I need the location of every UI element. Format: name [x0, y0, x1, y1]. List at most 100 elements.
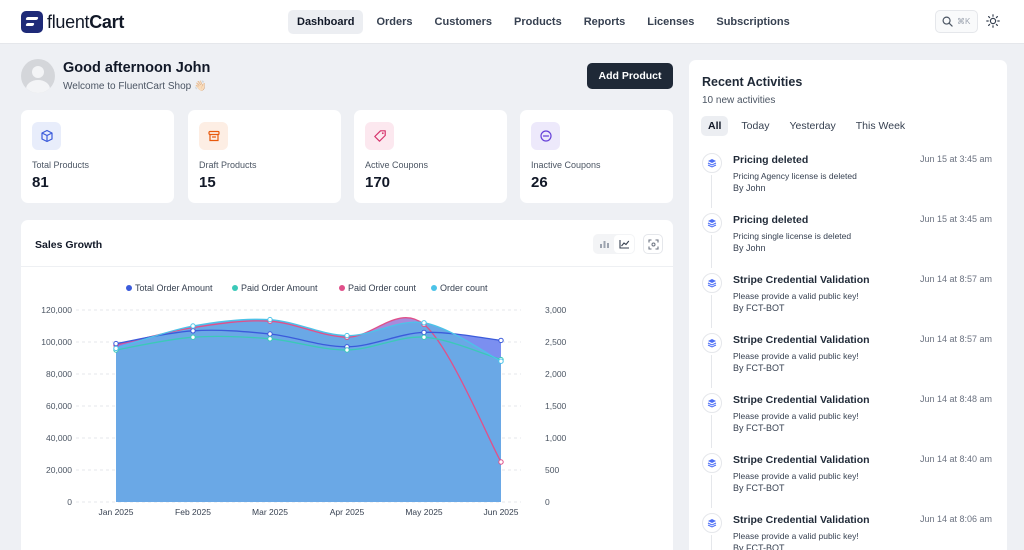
activity-title: Pricing deleted [733, 214, 809, 226]
main-nav: Dashboard Orders Customers Products Repo… [288, 10, 799, 34]
activity-item[interactable]: Stripe Credential Validation Jun 14 at 8:… [689, 271, 1007, 331]
data-point [267, 316, 273, 323]
y-right-tick-label: 1,000 [545, 433, 567, 443]
activity-description: Please provide a valid public key! [733, 471, 859, 481]
activity-item[interactable]: Stripe Credential Validation Jun 14 at 8:… [689, 331, 1007, 391]
activity-author: By John [733, 183, 766, 193]
data-point [190, 323, 196, 329]
nav-licenses[interactable]: Licenses [647, 16, 695, 28]
legend-label: Paid Order count [348, 283, 417, 293]
stat-label: Inactive Coupons [531, 160, 601, 170]
activity-description: Please provide a valid public key! [733, 531, 859, 541]
activity-time: Jun 14 at 8:57 am [919, 334, 992, 344]
chart-tools [593, 234, 663, 254]
x-tick-label: May 2025 [405, 507, 443, 517]
y-left-tick-label: 60,000 [46, 401, 72, 411]
line-chart-icon[interactable] [614, 235, 634, 253]
legend-swatch [232, 285, 238, 291]
timeline-connector [711, 175, 712, 208]
activity-author: By FCT-BOT [733, 483, 785, 493]
timeline-connector [711, 535, 712, 550]
tab-today[interactable]: Today [741, 120, 770, 132]
data-point [344, 347, 350, 353]
legend-swatch [126, 285, 132, 291]
activity-author: By John [733, 243, 766, 253]
data-point [421, 334, 427, 340]
stat-value: 81 [32, 174, 49, 191]
data-point [498, 358, 504, 364]
box-icon [32, 122, 61, 150]
activity-author: By FCT-BOT [733, 363, 785, 373]
nav-orders[interactable]: Orders [376, 16, 413, 28]
stat-card-active-coupons[interactable]: Active Coupons 170 [354, 110, 507, 203]
nav-customers[interactable]: Customers [434, 16, 493, 28]
sales-growth-card: Sales Growth 0 20,000 40,000 60,000 80,000 10… [21, 220, 673, 550]
brand-name: fluentCart [47, 11, 125, 32]
activity-description: Pricing single license is deleted [733, 231, 852, 241]
brand-logo[interactable]: fluentCart [21, 11, 124, 33]
legend-swatch [431, 285, 437, 291]
data-point [498, 337, 504, 344]
data-point [190, 328, 196, 334]
search-button[interactable]: ⌘K [935, 10, 978, 33]
legend-label: Total Order Amount [135, 283, 213, 293]
data-point [267, 336, 273, 342]
sun-icon[interactable] [986, 14, 1000, 28]
series-line [115, 318, 502, 362]
tag-icon [365, 122, 394, 150]
stack-icon [702, 273, 722, 293]
data-point [421, 320, 427, 326]
y-right-tick-label: 2,500 [545, 337, 567, 347]
tab-yesterday[interactable]: Yesterday [789, 120, 836, 132]
tab-all[interactable]: All [701, 116, 729, 136]
y-left-tick-label: 120,000 [41, 305, 72, 315]
activity-item[interactable]: Stripe Credential Validation Jun 14 at 8:… [689, 391, 1007, 451]
add-product-button[interactable]: Add Product [587, 63, 673, 89]
activity-item[interactable]: Stripe Credential Validation Jun 14 at 8:… [689, 511, 1007, 550]
activity-time: Jun 14 at 8:57 am [919, 274, 992, 284]
series-line [115, 329, 502, 348]
data-point [498, 459, 504, 465]
activity-title: Stripe Credential Validation [733, 334, 870, 346]
x-tick-label: Jun 2025 [484, 507, 519, 517]
search-icon [942, 16, 953, 27]
recent-activities-card: Recent Activities 10 new activities All … [689, 60, 1007, 550]
timeline-connector [711, 475, 712, 508]
x-tick-label: Jan 2025 [99, 507, 134, 517]
data-point [421, 329, 427, 336]
expand-icon[interactable] [643, 234, 663, 254]
activity-item[interactable]: Stripe Credential Validation Jun 14 at 8:… [689, 451, 1007, 511]
stat-card-draft-products[interactable]: Draft Products 15 [188, 110, 341, 203]
activity-description: Please provide a valid public key! [733, 291, 859, 301]
timeline-connector [711, 355, 712, 388]
nav-dashboard[interactable]: Dashboard [288, 10, 364, 34]
x-tick-label: Feb 2025 [175, 507, 211, 517]
activity-item[interactable]: Pricing deleted Jun 15 at 3:45 am Pricing … [689, 211, 1007, 271]
sales-growth-chart: 0 20,000 40,000 60,000 80,000 100,000 120,000 0… [41, 283, 567, 517]
tab-this-week[interactable]: This Week [855, 120, 906, 132]
stack-icon [702, 393, 722, 413]
stat-card-total-products[interactable]: Total Products 81 [21, 110, 174, 203]
activity-description: Please provide a valid public key! [733, 411, 859, 421]
nav-products[interactable]: Products [514, 16, 562, 28]
nav-reports[interactable]: Reports [583, 16, 626, 28]
search-shortcut: ⌘K [957, 17, 971, 26]
activity-item[interactable]: Pricing deleted Jun 15 at 3:45 am Pricing … [689, 151, 1007, 211]
data-point [344, 332, 350, 339]
stat-card-inactive-coupons[interactable]: Inactive Coupons 26 [520, 110, 673, 203]
stat-value: 26 [531, 174, 548, 191]
avatar[interactable] [21, 59, 55, 93]
bar-chart-icon[interactable] [594, 235, 614, 253]
stack-icon [702, 453, 722, 473]
legend-swatch [339, 285, 345, 291]
x-tick-label: Apr 2025 [330, 507, 365, 517]
y-right-tick-label: 1,500 [545, 401, 567, 411]
activities-title: Recent Activities [702, 75, 803, 89]
activity-time: Jun 14 at 8:06 am [919, 514, 992, 524]
chart-type-toggle [593, 234, 635, 254]
nav-subscriptions[interactable]: Subscriptions [716, 16, 790, 28]
greeting-title: Good afternoon John [63, 60, 211, 76]
activity-title: Stripe Credential Validation [733, 454, 870, 466]
greeting-subtitle: Welcome to FluentCart Shop 👋🏻 [63, 81, 207, 92]
activity-author: By FCT-BOT [733, 423, 785, 433]
